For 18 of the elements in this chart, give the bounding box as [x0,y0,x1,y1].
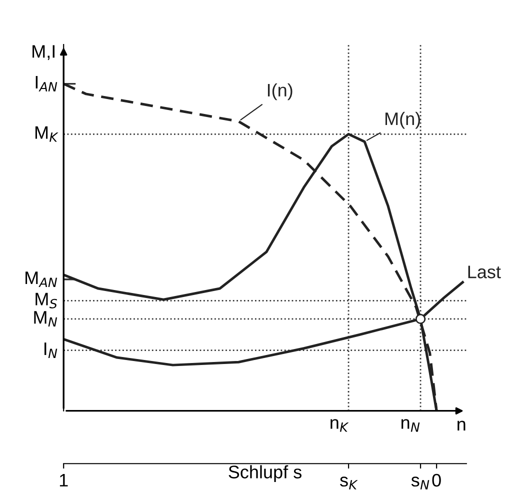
x-tick-label: 0 [432,474,441,487]
x-tick-label: s$_{K}$ [340,476,358,490]
ref-line-label: I$_{N}$ [44,342,58,358]
ref-line-label: M$_{S}$ [36,292,58,308]
ref-line-label: n$_{N}$ [402,419,420,432]
y-axis-title: M,I [32,45,54,60]
ref-line-label: n$_{K}$ [330,419,349,432]
series-label: Last [468,266,501,278]
series-label: M(n) [386,112,420,129]
ref-line-label: M$_{N}$ [34,311,58,327]
text: n [458,420,466,430]
x-axis-title: Schlupf s [228,465,302,482]
ref-line-label: M$_{AN}$ [26,272,58,287]
x-tick-label: s$_{N}$ [411,476,430,490]
ref-line-label: M$_{K}$ [35,126,58,142]
ref-line-label: I$_{AN}$ [36,76,58,92]
x-tick-label: 1 [60,474,68,486]
series-label: I(n) [268,83,292,100]
